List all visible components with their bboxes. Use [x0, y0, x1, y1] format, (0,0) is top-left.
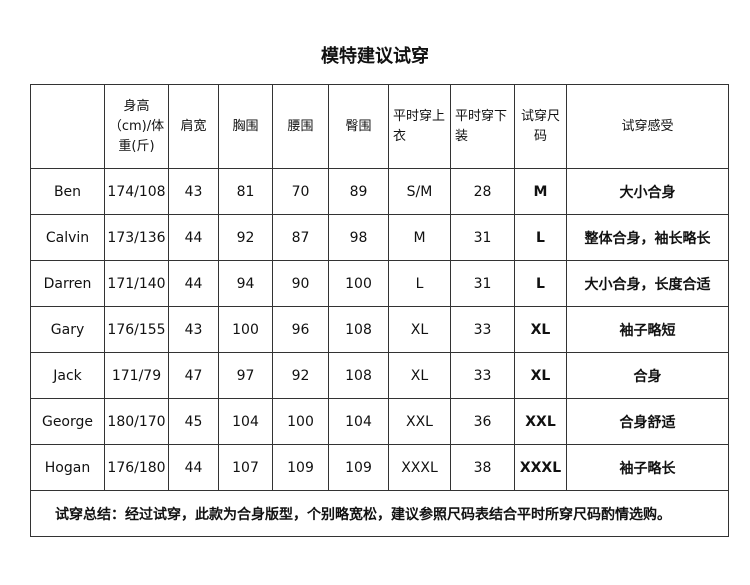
header-cell: 臀围 — [328, 84, 389, 169]
table-cell: 28 — [450, 168, 515, 215]
table-cell: 180/170 — [104, 398, 169, 445]
table-row: Darren 171/140 44 94 90 100 L 31 L 大小合身，长度合适 — [30, 260, 729, 307]
table-cell: 整体合身，袖长略长 — [566, 214, 729, 261]
table-cell: 174/108 — [104, 168, 169, 215]
header-cell: 腰围 — [272, 84, 329, 169]
table-cell: 70 — [272, 168, 329, 215]
table-cell: XL — [388, 306, 451, 353]
table-cell: 47 — [168, 352, 219, 399]
table-cell: XXL — [388, 398, 451, 445]
table-cell: 43 — [168, 306, 219, 353]
table-cell: 171/79 — [104, 352, 169, 399]
table-cell: 108 — [328, 306, 389, 353]
table-cell: 44 — [168, 260, 219, 307]
header-cell: 肩宽 — [168, 84, 219, 169]
table-cell: L — [388, 260, 451, 307]
table-row: Gary 176/155 43 100 96 108 XL 33 XL 袖子略短 — [30, 306, 729, 353]
table-cell: 104 — [328, 398, 389, 445]
table-cell: 31 — [450, 260, 515, 307]
table-cell: 100 — [328, 260, 389, 307]
table-cell: Jack — [30, 352, 105, 399]
table-cell: S/M — [388, 168, 451, 215]
table-row: George 180/170 45 104 100 104 XXL 36 XXL 合身舒适 — [30, 398, 729, 445]
table-cell: 大小合身，长度合适 — [566, 260, 729, 307]
table-cell: 44 — [168, 444, 219, 491]
table-cell: 大小合身 — [566, 168, 729, 215]
table-cell: 45 — [168, 398, 219, 445]
header-cell: 平时穿下装 — [450, 84, 515, 169]
size-table: 身高（cm)/体重(斤) 肩宽 胸围 腰围 臀围 平时穿上衣 平时穿下装 试穿尺码 试穿感受 Be… — [30, 84, 729, 537]
table-cell: 109 — [272, 444, 329, 491]
table-cell: 94 — [218, 260, 273, 307]
table-cell: 97 — [218, 352, 273, 399]
header-cell: 胸围 — [218, 84, 273, 169]
table-cell: L — [514, 260, 567, 307]
table-cell: 92 — [272, 352, 329, 399]
table-cell: 100 — [218, 306, 273, 353]
header-cell: 平时穿上衣 — [388, 84, 451, 169]
table-cell: 33 — [450, 352, 515, 399]
header-cell: 试穿感受 — [566, 84, 729, 169]
table-cell: Calvin — [30, 214, 105, 261]
table-cell: 袖子略长 — [566, 444, 729, 491]
table-cell: 176/180 — [104, 444, 169, 491]
page-title: 模特建议试穿 — [321, 46, 429, 67]
table-cell: 合身 — [566, 352, 729, 399]
table-row: Calvin 173/136 44 92 87 98 M 31 L 整体合身，袖长略长 — [30, 214, 729, 261]
header-cell — [30, 84, 105, 169]
header-cell: 身高（cm)/体重(斤) — [104, 84, 169, 169]
table-cell: 176/155 — [104, 306, 169, 353]
table-cell: Darren — [30, 260, 105, 307]
header-row: 身高（cm)/体重(斤) 肩宽 胸围 腰围 臀围 平时穿上衣 平时穿下装 试穿尺码 试穿感受 — [30, 84, 729, 169]
table-row: Ben 174/108 43 81 70 89 S/M 28 M 大小合身 — [30, 168, 729, 215]
table-cell: XXXL — [388, 444, 451, 491]
table-cell: M — [388, 214, 451, 261]
table-cell: 96 — [272, 306, 329, 353]
header-cell: 试穿尺码 — [514, 84, 567, 169]
table-cell: 90 — [272, 260, 329, 307]
table-cell: George — [30, 398, 105, 445]
table-cell: 87 — [272, 214, 329, 261]
table-cell: 36 — [450, 398, 515, 445]
table-cell: XL — [514, 306, 567, 353]
table-cell: XXL — [514, 398, 567, 445]
table-cell: 171/140 — [104, 260, 169, 307]
table-cell: 合身舒适 — [566, 398, 729, 445]
table-cell: 107 — [218, 444, 273, 491]
table-cell: 38 — [450, 444, 515, 491]
table-cell: XL — [388, 352, 451, 399]
table-cell: M — [514, 168, 567, 215]
table-cell: 33 — [450, 306, 515, 353]
table-cell: 44 — [168, 214, 219, 261]
table-cell: L — [514, 214, 567, 261]
table-cell: 袖子略短 — [566, 306, 729, 353]
table-row: Hogan 176/180 44 107 109 109 XXXL 38 XXXL 袖子略长 — [30, 444, 729, 491]
table-cell: 100 — [272, 398, 329, 445]
table-cell: Ben — [30, 168, 105, 215]
table-cell: 173/136 — [104, 214, 169, 261]
table-row: Jack 171/79 47 97 92 108 XL 33 XL 合身 — [30, 352, 729, 399]
table-cell: XXXL — [514, 444, 567, 491]
table-cell: XL — [514, 352, 567, 399]
table-cell: 43 — [168, 168, 219, 215]
table-cell: 98 — [328, 214, 389, 261]
table-cell: 104 — [218, 398, 273, 445]
table-cell: 81 — [218, 168, 273, 215]
table-cell: Gary — [30, 306, 105, 353]
table-cell: Hogan — [30, 444, 105, 491]
summary: 试穿总结：经过试穿，此款为合身版型，个别略宽松，建议参照尺码表结合平时所穿尺码酌… — [30, 490, 729, 537]
table-cell: 109 — [328, 444, 389, 491]
table-cell: 89 — [328, 168, 389, 215]
table-cell: 31 — [450, 214, 515, 261]
table-cell: 92 — [218, 214, 273, 261]
table-cell: 108 — [328, 352, 389, 399]
